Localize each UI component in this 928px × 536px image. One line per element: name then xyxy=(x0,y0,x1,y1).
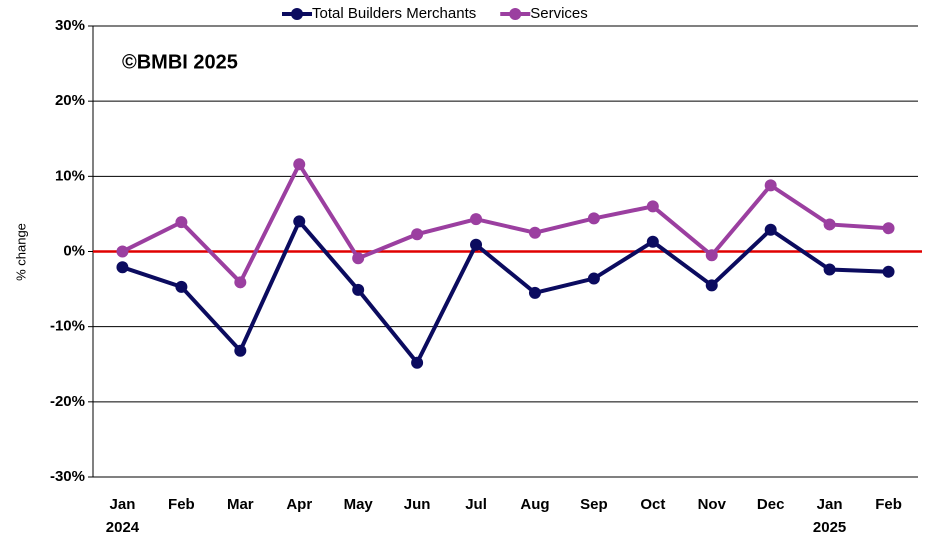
point xyxy=(764,179,777,192)
point xyxy=(882,265,895,278)
y-tick-label: 10% xyxy=(55,167,85,184)
x-tick-label: Jan 2024 xyxy=(106,496,140,536)
series-line xyxy=(121,160,889,286)
point xyxy=(705,279,718,292)
x-tick-label: Aug xyxy=(520,496,549,513)
point xyxy=(587,272,600,285)
x-tick-label: Sep xyxy=(580,496,608,513)
x-tick-label: Jul xyxy=(465,496,487,513)
point xyxy=(411,356,424,369)
legend-label: Total Builders Merchants xyxy=(312,5,476,22)
y-tick-label: -30% xyxy=(50,468,85,485)
point xyxy=(764,223,777,236)
point xyxy=(882,222,895,235)
point xyxy=(352,283,365,296)
series-line xyxy=(121,217,889,367)
point xyxy=(705,249,718,262)
x-tick-label: Jan 2025 xyxy=(813,496,846,536)
y-tick-label: -10% xyxy=(50,318,85,335)
x-tick-label: Feb xyxy=(875,496,902,513)
x-tick-label: Mar xyxy=(227,496,254,513)
legend-marker xyxy=(291,8,303,20)
y-tick-label: 20% xyxy=(55,92,85,109)
point xyxy=(823,218,836,231)
y-tick-label: 30% xyxy=(55,17,85,34)
x-tick-label: Nov xyxy=(698,496,727,513)
x-tick-label: Jun xyxy=(404,496,431,513)
point xyxy=(528,226,541,239)
point xyxy=(646,200,659,213)
point xyxy=(116,245,129,258)
x-tick-label: May xyxy=(344,496,374,513)
annotation: ©BMBI 2025 xyxy=(122,51,238,73)
point xyxy=(116,261,129,274)
point xyxy=(587,212,600,225)
point xyxy=(528,286,541,299)
point xyxy=(646,235,659,248)
x-tick-label: Dec xyxy=(757,496,785,513)
x-tick-label: Feb xyxy=(168,496,195,513)
y-axis-label: % change xyxy=(13,223,28,281)
point xyxy=(234,344,247,357)
point xyxy=(175,280,188,293)
point xyxy=(470,213,483,226)
point xyxy=(411,228,424,241)
point xyxy=(175,216,188,229)
y-tick-label: -20% xyxy=(50,393,85,410)
point xyxy=(234,276,247,289)
legend-marker xyxy=(509,8,522,20)
x-tick-label: Oct xyxy=(640,496,665,513)
point xyxy=(470,238,483,251)
legend-label: Services xyxy=(530,5,588,22)
point xyxy=(352,252,365,265)
y-tick-label: 0% xyxy=(63,242,85,259)
point xyxy=(293,158,306,171)
point xyxy=(293,215,306,228)
point xyxy=(823,263,836,276)
x-tick-label: Apr xyxy=(286,496,312,513)
